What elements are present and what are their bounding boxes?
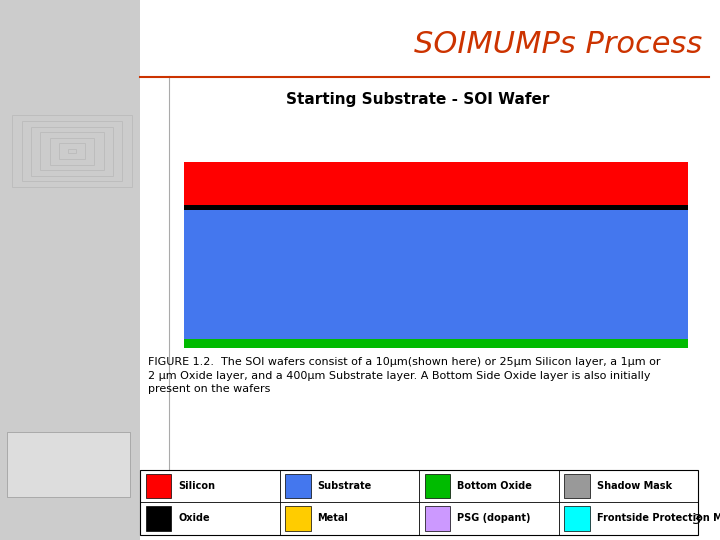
Bar [425, 474, 450, 498]
Bar [285, 506, 310, 531]
Text: Oxide: Oxide [178, 514, 210, 523]
Text: Shadow Mask: Shadow Mask [597, 481, 672, 491]
Bar [68, 149, 76, 153]
Bar [22, 121, 122, 181]
Bar [12, 116, 132, 187]
Bar [184, 339, 688, 348]
Bar [425, 506, 450, 531]
Bar [184, 210, 688, 339]
Bar [40, 132, 104, 170]
Bar [7, 432, 130, 497]
Bar [50, 138, 94, 165]
Bar [564, 506, 590, 531]
Text: PSG (dopant): PSG (dopant) [457, 514, 531, 523]
Text: Metal: Metal [318, 514, 348, 523]
Bar [184, 162, 688, 205]
Text: Frontside Protection Material: Frontside Protection Material [597, 514, 720, 523]
Bar [0, 0, 140, 540]
Text: 3: 3 [693, 512, 702, 526]
Bar [184, 205, 688, 210]
Text: Substrate: Substrate [318, 481, 372, 491]
Bar [59, 144, 85, 159]
Bar [140, 470, 698, 535]
Text: Silicon: Silicon [178, 481, 215, 491]
Bar [146, 506, 171, 531]
Bar [285, 474, 310, 498]
Text: Starting Substrate - SOI Wafer: Starting Substrate - SOI Wafer [286, 92, 549, 107]
Text: FIGURE 1.2.  The SOI wafers consist of a 10μm(shown here) or 25μm Silicon layer,: FIGURE 1.2. The SOI wafers consist of a … [148, 357, 660, 394]
Text: Bottom Oxide: Bottom Oxide [457, 481, 532, 491]
Bar [564, 474, 590, 498]
Text: SOIMUMPs Process: SOIMUMPs Process [414, 30, 702, 59]
Bar [31, 126, 113, 176]
Bar [146, 474, 171, 498]
